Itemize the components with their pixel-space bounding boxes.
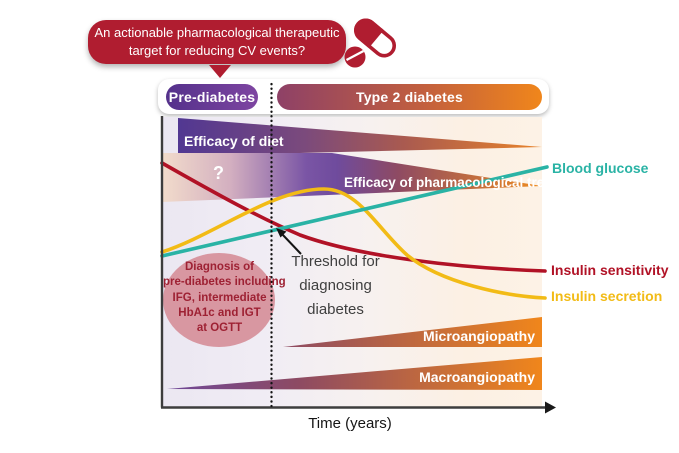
macroangiopathy-label: Macroangiopathy: [419, 369, 535, 385]
stage-pill-pre-diabetes: Pre-diabetes: [166, 84, 258, 110]
insulin-sensitivity-label: Insulin sensitivity: [551, 262, 669, 278]
pill-icon: [344, 18, 396, 68]
microangiopathy-label: Microangiopathy: [422, 328, 535, 344]
diagnosis-line3: IFG, intermediate: [172, 291, 267, 304]
tablet-icon: [344, 46, 366, 68]
callout-pointer: [209, 65, 231, 78]
diagnosis-ellipse-text: Diagnosis of pre-diabetes including IFG,…: [163, 260, 286, 336]
question-mark-label: ?: [213, 163, 224, 183]
callout-line2: target for reducing CV events?: [128, 43, 306, 58]
callout-box: An actionable pharmacological therapeuti…: [88, 20, 346, 64]
diagnosis-line2: pre-diabetes including: [163, 276, 286, 289]
efficacy-of-pharma-label: Efficacy of pharmacological treatments: [344, 175, 597, 190]
diagnosis-line1: Diagnosis of: [184, 261, 254, 273]
insulin-secretion-label: Insulin secretion: [551, 288, 663, 304]
efficacy-of-diet-label: Efficacy of diet: [184, 133, 284, 149]
blood-glucose-label: Blood glucose: [552, 160, 649, 176]
pre-diabetes-label: Pre-diabetes: [168, 89, 256, 105]
threshold-line2: diagnosing diabetes: [299, 277, 372, 318]
callout-line1: An actionable pharmacological therapeuti…: [94, 25, 340, 41]
threshold-line1: Threshold for: [291, 253, 380, 270]
x-axis-arrowhead: [545, 401, 556, 414]
diagnosis-line4: HbA1c and IGT: [178, 306, 261, 319]
stage-pill-type2-diabetes: Type 2 diabetes: [277, 84, 542, 110]
threshold-annotation: Threshold for diagnosing diabetes: [273, 250, 398, 322]
x-axis-label: Time (years): [308, 415, 392, 432]
type2-diabetes-label: Type 2 diabetes: [355, 89, 463, 105]
diagnosis-line5: at OGTT: [196, 322, 243, 335]
